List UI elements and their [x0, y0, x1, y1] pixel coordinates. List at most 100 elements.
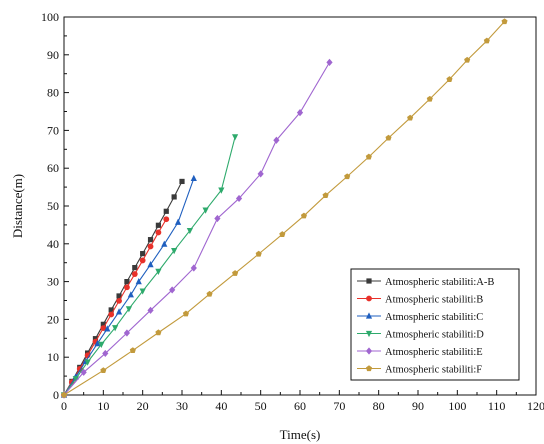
legend-item: Atmospheric stabiliti:B: [357, 295, 483, 306]
legend-item: Atmospheric stabiliti:F: [357, 365, 482, 376]
y-tick-label: 30: [47, 275, 59, 289]
data-point: [257, 170, 264, 178]
legend-marker: [365, 312, 373, 319]
data-point: [169, 286, 176, 294]
legend-label: Atmospheric stabiliti:D: [385, 330, 484, 341]
data-point: [279, 231, 286, 237]
data-point: [186, 227, 193, 235]
data-point: [80, 368, 87, 376]
y-tick-label: 40: [47, 237, 59, 251]
data-point: [94, 339, 101, 347]
data-point: [155, 229, 162, 236]
y-tick-label: 50: [47, 199, 59, 213]
data-point: [190, 174, 197, 182]
data-point: [104, 325, 111, 332]
y-tick-label: 70: [47, 123, 59, 137]
x-tick-label: 70: [333, 399, 345, 413]
data-point: [255, 250, 262, 257]
y-tick-label: 10: [47, 350, 59, 364]
y-tick-label: 80: [47, 86, 59, 100]
data-point: [232, 134, 239, 141]
data-point: [235, 194, 243, 203]
x-tick-label: 80: [373, 399, 385, 413]
legend-marker: [365, 365, 373, 372]
y-tick-label: 20: [47, 312, 59, 326]
legend-label: Atmospheric stabiliti:F: [385, 365, 482, 376]
series-3: [60, 134, 239, 399]
legend-marker: [365, 347, 373, 355]
data-point: [116, 293, 122, 299]
data-point: [161, 240, 168, 247]
x-tick-label: 100: [448, 399, 466, 413]
legend-item: Atmospheric stabiliti:A-B: [357, 277, 494, 288]
data-point: [214, 214, 221, 223]
series-line: [63, 21, 505, 396]
data-point: [147, 243, 154, 250]
data-point: [100, 367, 107, 374]
data-point: [483, 37, 490, 44]
legend-item: Atmospheric stabiliti:C: [357, 312, 483, 323]
data-point: [300, 212, 307, 219]
x-axis-title: Time(s): [280, 427, 321, 442]
data-point: [202, 207, 209, 214]
data-point: [344, 173, 351, 180]
data-point: [155, 268, 162, 275]
legend-label: Atmospheric stabiliti:B: [385, 295, 483, 306]
axes: 0 10 20 30 40 50 60 70 80 90 100 110 120 0 10 20 30 40 50 6…: [41, 10, 544, 413]
data-point: [123, 329, 131, 337]
x-tick-label: 40: [215, 399, 227, 413]
data-point: [60, 391, 68, 398]
data-point: [163, 216, 170, 223]
data-point: [139, 257, 146, 264]
x-tick-label: 120: [527, 399, 544, 413]
x-tick-label: 110: [488, 399, 506, 413]
data-point: [129, 347, 136, 353]
data-point: [140, 251, 146, 257]
data-point: [84, 359, 91, 366]
data-point: [135, 278, 142, 285]
data-point: [501, 18, 508, 25]
x-tick-label: 0: [61, 399, 67, 413]
legend: Atmospheric stabiliti:A-B Atmospheric sta…: [350, 268, 520, 381]
legend-marker: [366, 295, 372, 302]
data-point: [155, 222, 161, 228]
legend-marker: [366, 278, 372, 284]
data-point: [100, 325, 107, 331]
y-tick-label: 90: [47, 48, 59, 62]
data-point: [326, 58, 333, 66]
data-point: [115, 308, 123, 315]
legend-item: Atmospheric stabiliti:E: [357, 347, 483, 358]
data-point: [206, 290, 213, 297]
data-point: [108, 307, 114, 313]
legend-marker: [365, 330, 373, 338]
data-point: [124, 284, 130, 291]
data-point: [98, 341, 105, 348]
data-point: [147, 260, 154, 268]
data-point: [322, 192, 329, 198]
series-4: [60, 58, 333, 399]
data-point: [147, 237, 154, 243]
data-point: [108, 311, 115, 318]
data-point: [171, 248, 178, 255]
data-point: [163, 208, 169, 214]
x-tick-label: 10: [97, 399, 109, 413]
data-point: [365, 153, 372, 160]
data-point: [171, 194, 177, 200]
data-point: [407, 114, 414, 121]
data-point: [147, 306, 154, 314]
x-tick-label: 50: [255, 399, 267, 413]
data-point: [132, 265, 138, 271]
legend-box: [350, 268, 520, 381]
series-5: [60, 18, 508, 398]
y-tick-label: 60: [47, 161, 59, 175]
data-point: [232, 270, 239, 276]
data-point: [273, 136, 280, 144]
data-point: [426, 95, 433, 102]
data-point: [182, 310, 189, 317]
legend-label: Atmospheric stabiliti:C: [385, 312, 483, 323]
data-point: [124, 279, 130, 285]
legend-label: Atmospheric stabiliti:A-B: [385, 277, 494, 288]
data-point: [139, 288, 146, 295]
data-point: [102, 349, 109, 358]
